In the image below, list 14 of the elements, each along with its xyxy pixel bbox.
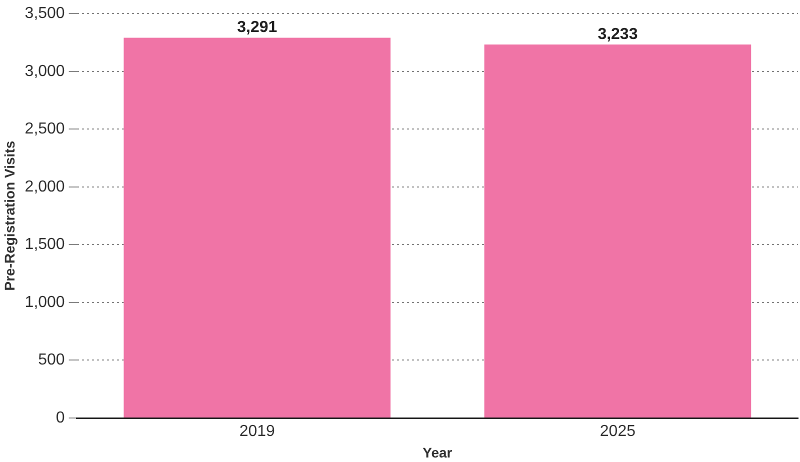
y-tick-label: 3,000 <box>24 62 65 80</box>
x-tick-label: 2025 <box>600 423 636 440</box>
y-axis-title: Pre-Registration Visits <box>1 140 18 291</box>
y-tick-label: 1,500 <box>24 236 65 254</box>
data-label: 3,291 <box>237 19 278 36</box>
y-tick-label: 1,000 <box>24 294 65 311</box>
y-tick-label: 500 <box>38 352 65 369</box>
x-tick-label: 2019 <box>239 423 276 440</box>
x-axis-title: Year <box>422 444 453 460</box>
data-label: 3,233 <box>598 26 638 43</box>
y-tick-label: 2,500 <box>24 120 65 138</box>
y-tick-label: 3,500 <box>24 5 65 22</box>
y-tick-label: 0 <box>56 409 65 426</box>
y-tick-label: 2,000 <box>24 178 65 196</box>
